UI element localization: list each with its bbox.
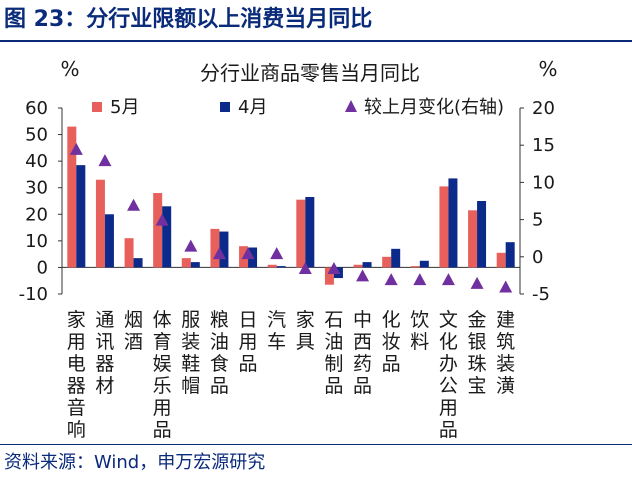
left-tick-label: 50 <box>25 125 48 146</box>
change-marker <box>155 213 169 226</box>
bar-april <box>448 178 458 268</box>
category-label: 文化办公用品 <box>439 309 458 441</box>
legend-label: 5月 <box>110 97 139 118</box>
bar-april <box>505 242 515 268</box>
left-tick-label: 0 <box>37 257 48 278</box>
bar-may <box>153 193 163 268</box>
category-label: 家用电器音响 <box>67 309 86 441</box>
right-tick-label: -5 <box>532 284 550 305</box>
left-tick-label: 30 <box>25 178 48 199</box>
category-label: 服装鞋帽 <box>181 309 200 397</box>
category-label: 中西药品 <box>353 309 372 397</box>
left-tick-label: 40 <box>25 151 48 172</box>
right-axis-unit: % <box>538 57 557 81</box>
category-label: 粮油食品 <box>210 309 229 397</box>
right-tick-label: 20 <box>532 98 555 119</box>
category-label: 家具 <box>296 309 315 353</box>
bar-may <box>296 199 306 268</box>
legend-swatch <box>92 102 102 112</box>
bar-may <box>267 264 277 268</box>
category-label: 化妆品 <box>382 309 401 375</box>
category-label: 金银珠宝 <box>468 309 487 397</box>
change-marker <box>298 261 312 274</box>
bar-may <box>382 256 392 268</box>
bar-may <box>210 228 220 268</box>
bar-april <box>419 260 429 268</box>
bar-may <box>324 267 334 285</box>
change-marker <box>499 280 513 293</box>
bar-may <box>410 266 420 268</box>
legend-label: 4月 <box>238 97 267 118</box>
change-marker <box>69 142 83 155</box>
change-marker <box>327 261 341 274</box>
category-label: 饮料 <box>410 309 429 353</box>
change-marker <box>470 276 484 289</box>
bar-april <box>76 165 86 268</box>
category-label: 汽车 <box>267 309 286 353</box>
change-marker <box>98 154 112 167</box>
bar-april <box>133 258 143 268</box>
source-note: 资料来源：Wind，申万宏源研究 <box>4 452 266 473</box>
bar-april <box>162 206 172 268</box>
change-marker <box>212 247 226 260</box>
left-tick-label: 10 <box>25 231 48 252</box>
figure-title: 图 23：分行业限额以上消费当月同比 <box>4 7 373 32</box>
bar-april <box>190 262 200 268</box>
change-marker <box>184 239 198 252</box>
category-label: 石油制品 <box>324 309 343 397</box>
bar-may <box>181 258 191 268</box>
bar-april <box>391 248 401 268</box>
category-label: 通讯器材 <box>95 309 114 397</box>
bar-may <box>468 210 478 268</box>
bar-may <box>95 179 105 268</box>
title-rule <box>0 40 632 42</box>
bar-april <box>104 214 114 268</box>
legend-swatch <box>220 102 230 112</box>
chart-title: 分行业商品零售当月同比 <box>200 61 420 85</box>
bar-may <box>124 238 134 268</box>
left-axis-unit: % <box>60 57 79 81</box>
bar-april <box>362 262 372 268</box>
category-label: 烟酒 <box>124 309 143 353</box>
right-tick-label: 10 <box>532 172 555 193</box>
legend-swatch <box>345 100 357 112</box>
left-tick-label: 20 <box>25 204 48 225</box>
bar-april <box>219 231 229 268</box>
bar-april <box>477 201 487 268</box>
change-marker <box>413 273 427 286</box>
right-tick-label: 5 <box>532 210 543 231</box>
change-marker <box>127 198 141 211</box>
change-marker <box>384 273 398 286</box>
chart: 分行业商品零售当月同比 % % -10 0 10 20 30 40 50 60 -5 0 5 10 15… <box>19 57 558 441</box>
right-tick-label: 0 <box>532 247 543 268</box>
bar-may <box>353 264 363 268</box>
change-marker <box>356 269 370 282</box>
left-tick-label: 60 <box>25 98 48 119</box>
bar-may <box>496 252 506 268</box>
category-label: 建筑装潢 <box>496 309 515 397</box>
change-marker <box>270 247 284 260</box>
legend-label: 较上月变化(右轴) <box>364 97 504 118</box>
bar-may <box>67 126 77 268</box>
category-label: 体育娱乐用品 <box>153 309 172 441</box>
change-marker <box>241 247 255 260</box>
right-tick-label: 15 <box>532 135 555 156</box>
bar-april <box>305 197 315 268</box>
bar-may <box>439 186 449 268</box>
left-tick-label: -10 <box>19 284 48 305</box>
bar-april <box>276 266 286 268</box>
change-marker <box>441 273 455 286</box>
category-label: 日用品 <box>239 309 258 375</box>
source-rule <box>0 444 632 445</box>
